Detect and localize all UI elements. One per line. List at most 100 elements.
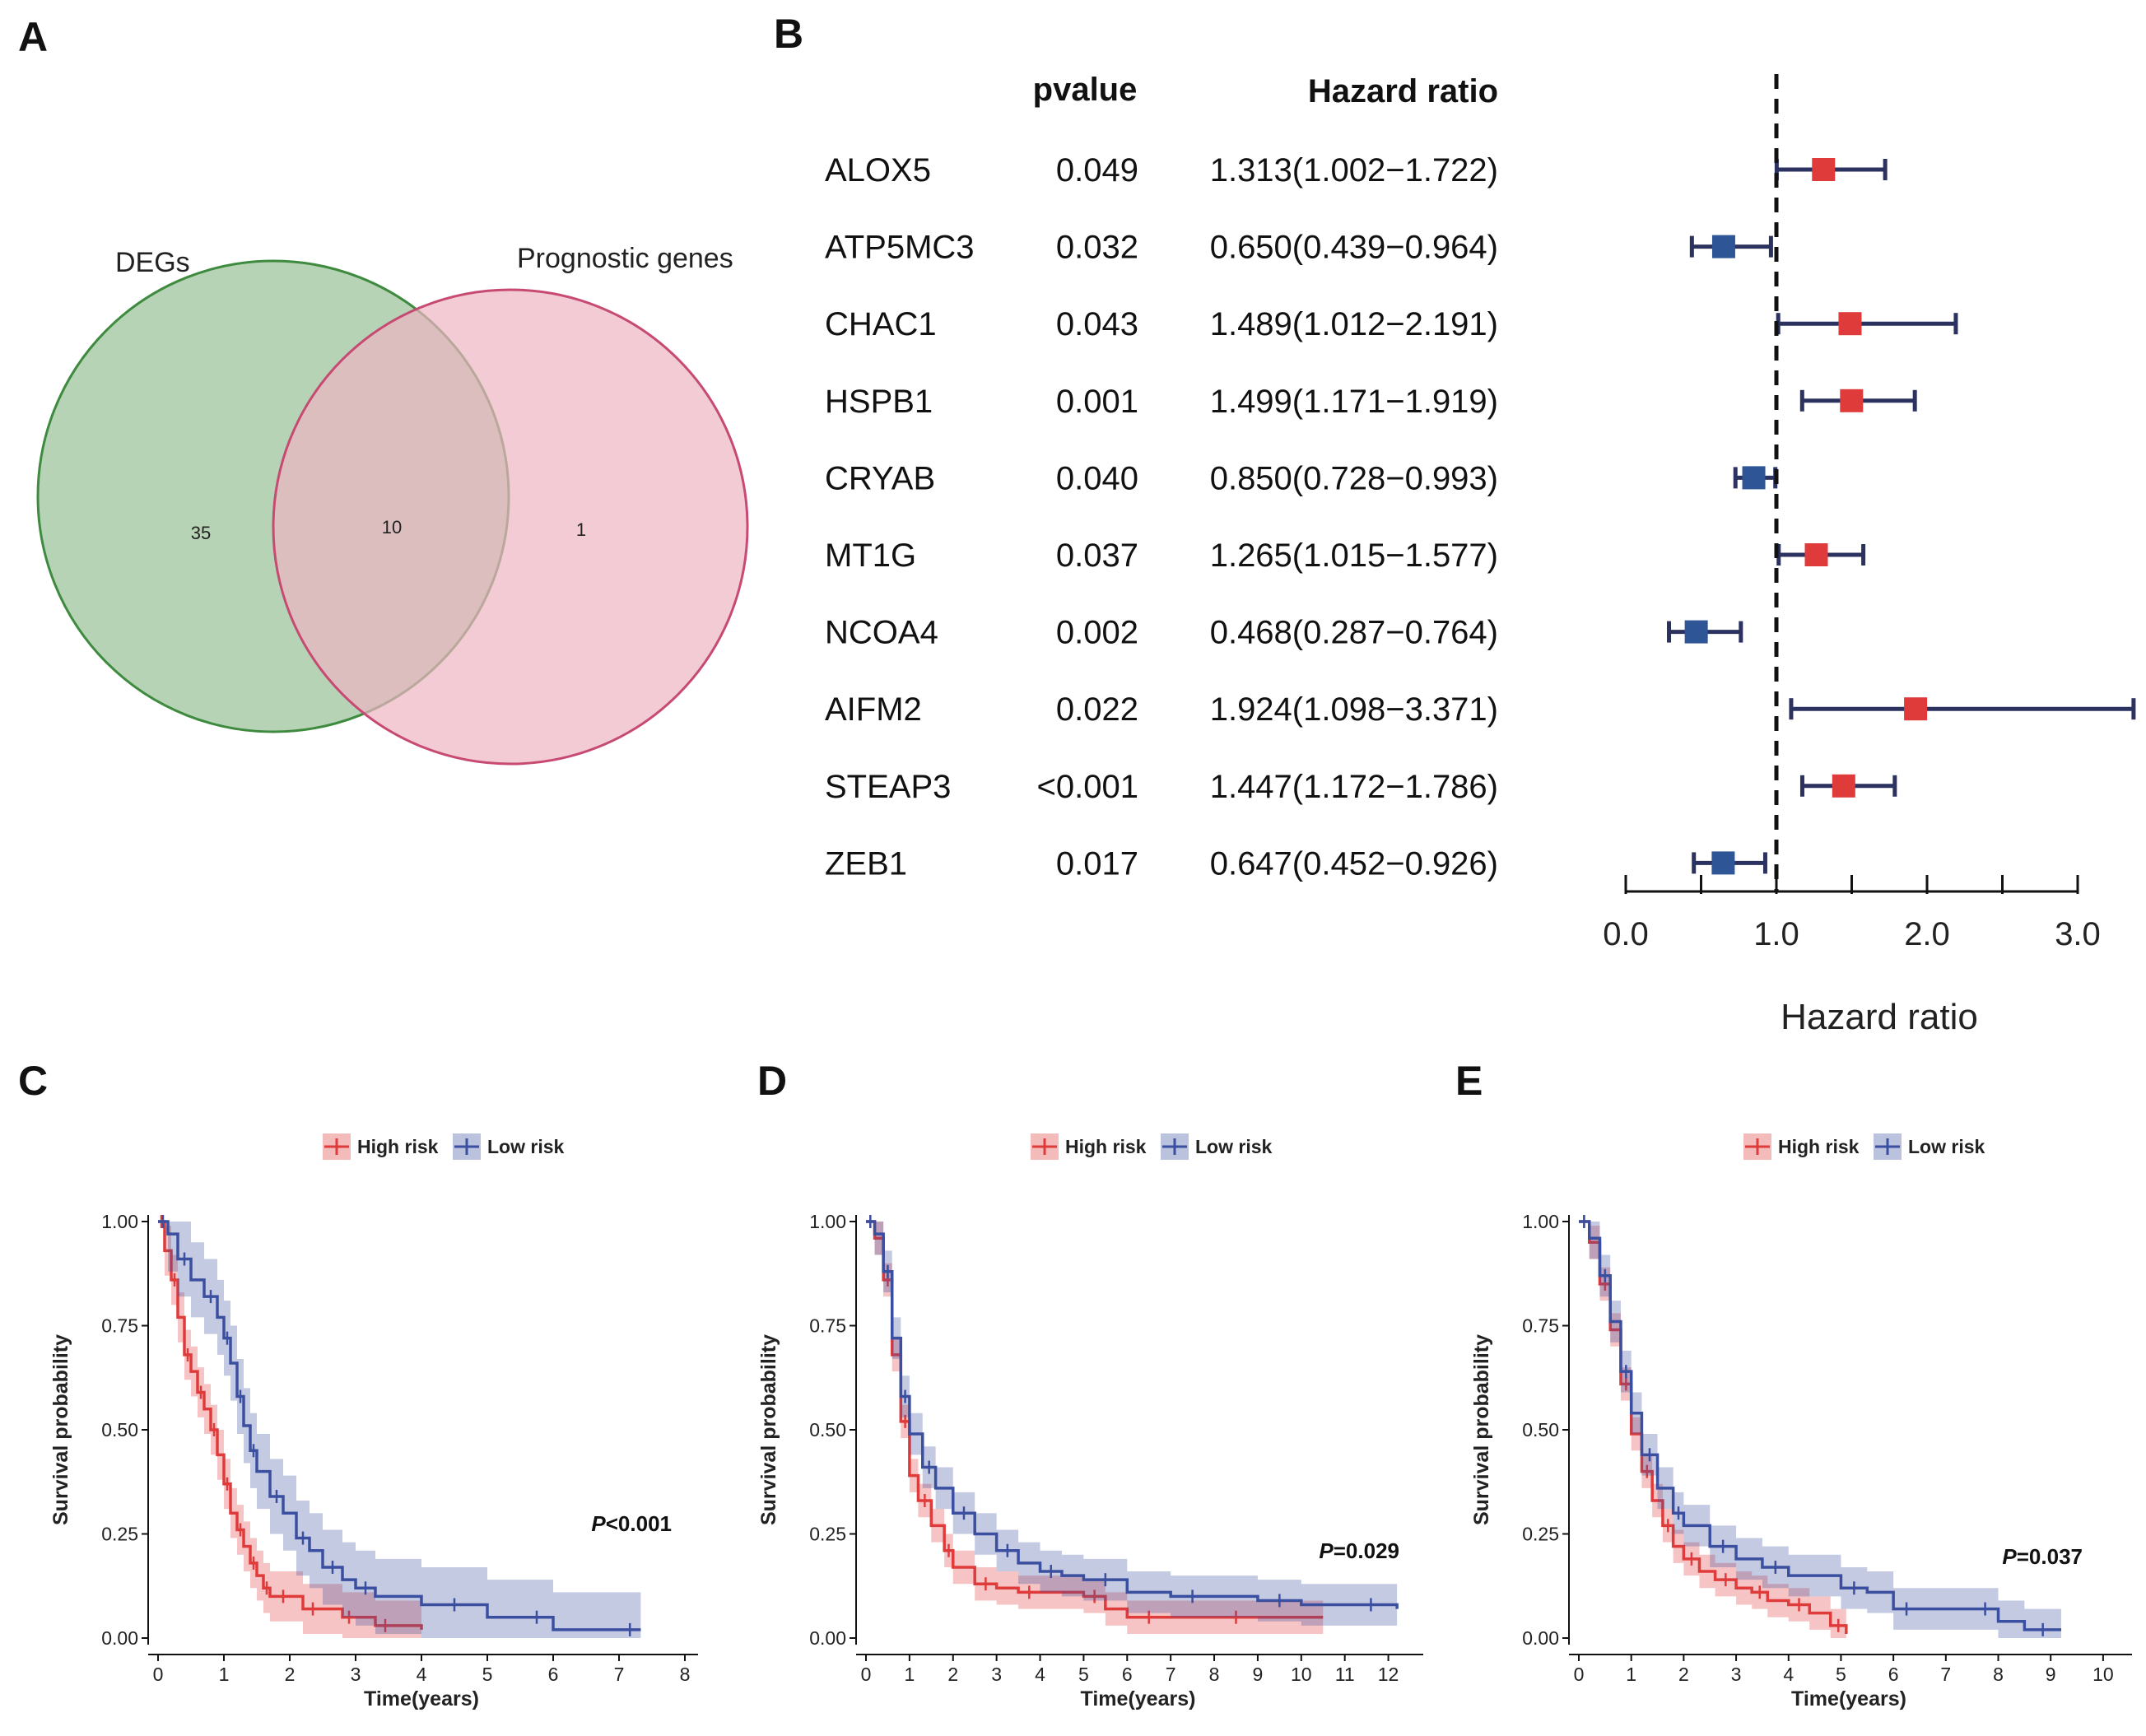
km-x-tick-label: 1 (219, 1664, 230, 1685)
km-x-tick-label: 5 (1078, 1664, 1089, 1685)
forest-hr-text: 0.647(0.452−0.926) (1210, 845, 1498, 882)
forest-point (1804, 543, 1828, 566)
forest-tick-label: 0.0 (1603, 916, 1649, 952)
forest-pvalue: 0.017 (1056, 845, 1138, 882)
km-x-tick-label: 5 (1836, 1664, 1846, 1685)
venn-count-degs-only: 35 (191, 523, 211, 543)
forest-pvalue: 0.043 (1056, 306, 1138, 342)
km-survival-line (158, 1220, 641, 1631)
km-x-tick-label: 2 (1678, 1664, 1689, 1685)
km-legend-label: High risk (1778, 1136, 1860, 1157)
km-x-axis-title: Time(years) (364, 1687, 479, 1710)
panel-label-a: A (18, 14, 48, 60)
km-x-tick-label: 12 (1378, 1664, 1399, 1685)
forest-point (1742, 466, 1766, 490)
forest-rows: ALOX5 0.049 1.313(1.002−1.722) ATP5MC3 0.032… (825, 152, 1498, 882)
forest-hr-text: 0.468(0.287−0.764) (1210, 615, 1498, 651)
panel-label-d: D (757, 1058, 787, 1104)
forest-point (1711, 235, 1735, 258)
forest-pvalue: 0.032 (1056, 230, 1138, 266)
km-x-tick-label: 2 (947, 1664, 958, 1685)
km-x-tick-label: 0 (1574, 1664, 1585, 1685)
forest-hr-text: 1.265(1.015−1.577) (1210, 538, 1498, 574)
km-x-tick-label: 0 (153, 1664, 164, 1685)
forest-gene-label: AIFM2 (825, 691, 922, 728)
forest-gene-label: HSPB1 (825, 384, 933, 420)
km-x-tick-label: 8 (1209, 1664, 1220, 1685)
venn-count-intersection: 10 (382, 517, 402, 538)
km-x-axis-title: Time(years) (1081, 1687, 1196, 1710)
km-x-tick-label: 6 (548, 1664, 559, 1685)
km-confidence-band (866, 1222, 1398, 1630)
forest-pvalue: 0.022 (1056, 691, 1138, 728)
km-legend-label: High risk (357, 1136, 439, 1157)
forest-pvalue: 0.002 (1056, 615, 1138, 651)
km-x-tick-label: 6 (1888, 1664, 1899, 1685)
km-x-tick-label: 3 (351, 1664, 361, 1685)
km-x-tick-label: 8 (1993, 1664, 2004, 1685)
km-y-axis-title: Survival probability (49, 1334, 72, 1525)
km-y-tick-label: 0.75 (1522, 1315, 1559, 1337)
km-x-tick-label: 7 (1940, 1664, 1951, 1685)
km-x-tick-label: 8 (680, 1664, 691, 1685)
forest-pvalue: 0.040 (1056, 460, 1138, 496)
forest-gene-label: CRYAB (825, 460, 935, 496)
panel-label-e: E (1455, 1058, 1483, 1104)
venn-set-label-degs: DEGs (115, 247, 190, 278)
venn-panel: A DEGs Prognostic genes 35 10 1 (18, 14, 749, 766)
km-x-tick-label: 9 (2046, 1664, 2056, 1685)
forest-point (1812, 158, 1836, 181)
forest-hr-text: 1.489(1.012−2.191) (1210, 306, 1498, 342)
venn-set-label-prognostic: Prognostic genes (517, 243, 733, 274)
forest-plot-area: 0.0 1.0 2.0 3.0 Hazard ratio (1603, 74, 2136, 1037)
forest-tick-label: 3.0 (2055, 916, 2101, 952)
panel-label-c: C (18, 1058, 48, 1104)
km-p-letter: P (591, 1511, 606, 1536)
km-panel-e: E High risk Low risk 0.00 0.25 0.50 0.75 1.00 0 1… (1455, 1058, 2132, 1710)
km-legend-label: High risk (1065, 1136, 1147, 1157)
km-y-axis-title: Survival probability (1470, 1334, 1493, 1525)
forest-point (1840, 389, 1864, 412)
panel-label-b: B (774, 11, 803, 57)
km-x-tick-label: 3 (991, 1664, 1002, 1685)
forest-pvalue: <0.001 (1037, 769, 1138, 805)
forest-gene-label: ATP5MC3 (825, 230, 975, 266)
forest-point (1838, 312, 1862, 336)
km-x-tick-label: 7 (1166, 1664, 1176, 1685)
km-panel-c: C High risk Low risk 0.00 0.25 0.50 0.75 1.00 0 1… (18, 1058, 698, 1710)
km-y-tick-label: 0.00 (101, 1627, 138, 1649)
venn-circle-prognostic (272, 288, 749, 766)
km-p-letter: P (1319, 1538, 1334, 1563)
km-survival-line (866, 1220, 1399, 1609)
km-y-tick-label: 0.25 (101, 1524, 138, 1545)
km-y-tick-label: 1.00 (1522, 1211, 1559, 1232)
forest-hr-text: 1.924(1.098−3.371) (1210, 691, 1498, 728)
km-x-tick-label: 0 (861, 1664, 872, 1685)
km-y-tick-label: 0.50 (101, 1419, 138, 1440)
km-y-tick-label: 0.00 (809, 1627, 846, 1649)
km-x-tick-label: 1 (1626, 1664, 1636, 1685)
km-x-tick-label: 5 (482, 1664, 493, 1685)
km-p-number: <0.001 (606, 1511, 672, 1536)
km-y-tick-label: 0.75 (101, 1315, 138, 1337)
km-p-letter: P (2002, 1544, 2017, 1569)
km-confidence-band (1579, 1222, 2061, 1638)
km-p-number: =0.029 (1334, 1538, 1399, 1563)
forest-gene-label: CHAC1 (825, 306, 937, 342)
forest-gene-label: STEAP3 (825, 769, 951, 805)
km-x-tick-label: 4 (1035, 1664, 1045, 1685)
forest-hr-text: 1.499(1.171−1.919) (1210, 384, 1498, 420)
km-x-tick-label: 2 (285, 1664, 296, 1685)
km-x-tick-label: 9 (1253, 1664, 1264, 1685)
forest-pvalue: 0.037 (1056, 538, 1138, 574)
km-y-tick-label: 0.00 (1522, 1627, 1559, 1649)
forest-gene-label: ZEB1 (825, 845, 907, 882)
km-x-tick-label: 4 (417, 1664, 427, 1685)
km-y-tick-label: 0.75 (809, 1315, 846, 1337)
forest-hr-text: 0.850(0.728−0.993) (1210, 460, 1498, 496)
km-y-axis-title: Survival probability (757, 1334, 780, 1525)
km-legend-label: Low risk (1195, 1136, 1273, 1157)
km-x-axis-title: Time(years) (1791, 1687, 1906, 1710)
km-y-tick-label: 1.00 (809, 1211, 846, 1232)
